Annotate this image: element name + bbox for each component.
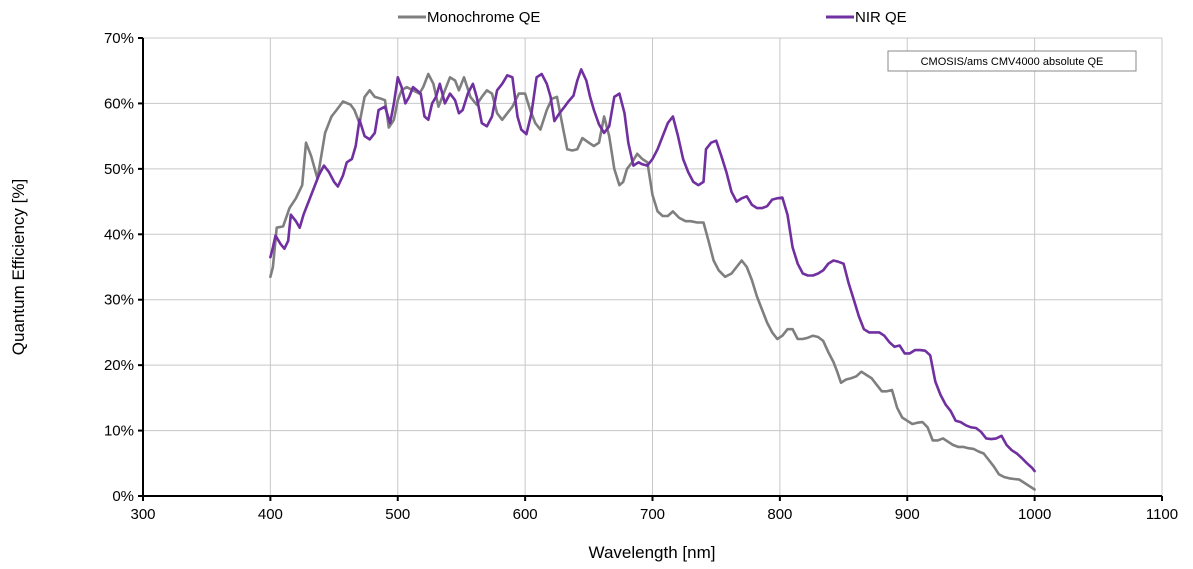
x-tick-label: 900 [895,506,920,523]
tick-labels: 0% 10% 20% 30% 40% 50% 60% 70% 300 400 500 600 700 80… [104,30,1178,523]
series-lines [269,68,1036,491]
y-tick-label: 30% [104,292,134,309]
axes [138,37,1163,501]
legend-label-monochrome-qe: Monochrome QE [427,9,540,26]
series-line-nir-qe [269,68,1036,473]
x-tick-label: 1000 [1018,506,1051,523]
x-tick-label: 300 [130,506,155,523]
y-tick-label: 50% [104,161,134,178]
y-tick-label: 20% [104,357,134,374]
grid [143,37,1163,496]
x-axis-title: Wavelength [nm] [589,543,716,562]
x-tick-label: 1100 [1146,506,1178,523]
legend-label-nir-qe: NIR QE [855,9,907,26]
series-line-monochrome-qe [269,72,1036,491]
annotation-text: CMOSIS/ams CMV4000 absolute QE [921,56,1104,68]
y-tick-label: 70% [104,30,134,47]
y-tick-label: 40% [104,226,134,243]
y-tick-label: 60% [104,95,134,112]
y-tick-label: 10% [104,423,134,440]
x-tick-label: 500 [385,506,410,523]
annotation-box: CMOSIS/ams CMV4000 absolute QE [887,50,1137,72]
y-tick-label: 0% [112,488,134,505]
x-tick-label: 800 [767,506,792,523]
x-tick-label: 400 [258,506,283,523]
x-tick-label: 600 [513,506,538,523]
y-axis-title: Quantum Efficiency [%] [9,179,28,355]
annotation-border [887,50,1137,72]
x-tick-label: 700 [640,506,665,523]
legend: Monochrome QE NIR QE [398,9,907,26]
